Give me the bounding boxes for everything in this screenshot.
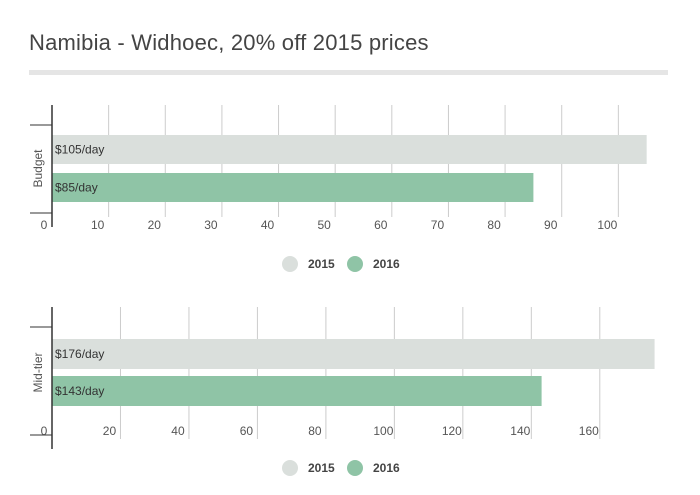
x-tick-label: 80 xyxy=(308,424,322,438)
mid-tier-chart: $176/day $143/day Mid-tier 0 20 40 60 80 100 120 1… xyxy=(30,307,655,476)
x-tick-label: 140 xyxy=(510,424,530,438)
x-tick-label: 90 xyxy=(544,218,558,232)
x-tick-label: 0 xyxy=(41,424,48,438)
x-tick-label: 50 xyxy=(317,218,331,232)
title-divider xyxy=(29,70,668,75)
legend-label-2016: 2016 xyxy=(373,461,400,475)
x-tick-label: 60 xyxy=(240,424,254,438)
legend: 2015 2016 xyxy=(282,460,400,476)
x-tick-label: 80 xyxy=(487,218,501,232)
x-tick-label: 0 xyxy=(41,218,48,232)
x-tick-label: 120 xyxy=(442,424,462,438)
x-tick-label: 40 xyxy=(171,424,185,438)
category-label: Mid-tier xyxy=(31,352,45,392)
x-tick-label: 60 xyxy=(374,218,388,232)
bar-2015 xyxy=(52,339,655,369)
x-tick-label: 100 xyxy=(373,424,393,438)
x-tick-label: 30 xyxy=(204,218,218,232)
x-tick-label: 10 xyxy=(91,218,105,232)
legend: 2015 2016 xyxy=(282,256,400,272)
bar-2016 xyxy=(52,376,542,406)
data-label-2015: $176/day xyxy=(55,347,104,361)
legend-swatch-2016 xyxy=(347,256,363,272)
legend-label-2016: 2016 xyxy=(373,257,400,271)
legend-swatch-2015 xyxy=(282,460,298,476)
data-label-2015: $105/day xyxy=(55,143,104,157)
x-tick-label: 160 xyxy=(579,424,599,438)
x-tick-label: 20 xyxy=(148,218,162,232)
legend-swatch-2016 xyxy=(347,460,363,476)
x-tick-label: 20 xyxy=(103,424,117,438)
legend-label-2015: 2015 xyxy=(308,257,335,271)
data-label-2016: $85/day xyxy=(55,181,98,195)
budget-chart: $105/day $85/day Budget 0 10 20 30 40 50 60 70 80 90… xyxy=(30,105,647,272)
x-tick-label: 70 xyxy=(431,218,445,232)
bar-2015 xyxy=(52,135,647,164)
chart-title: Namibia - Widhoec, 20% off 2015 prices xyxy=(29,30,429,55)
legend-swatch-2015 xyxy=(282,256,298,272)
legend-label-2015: 2015 xyxy=(308,461,335,475)
x-tick-label: 40 xyxy=(261,218,275,232)
category-label: Budget xyxy=(31,149,45,188)
data-label-2016: $143/day xyxy=(55,384,104,398)
x-tick-label: 100 xyxy=(597,218,617,232)
bar-2016 xyxy=(52,173,534,202)
